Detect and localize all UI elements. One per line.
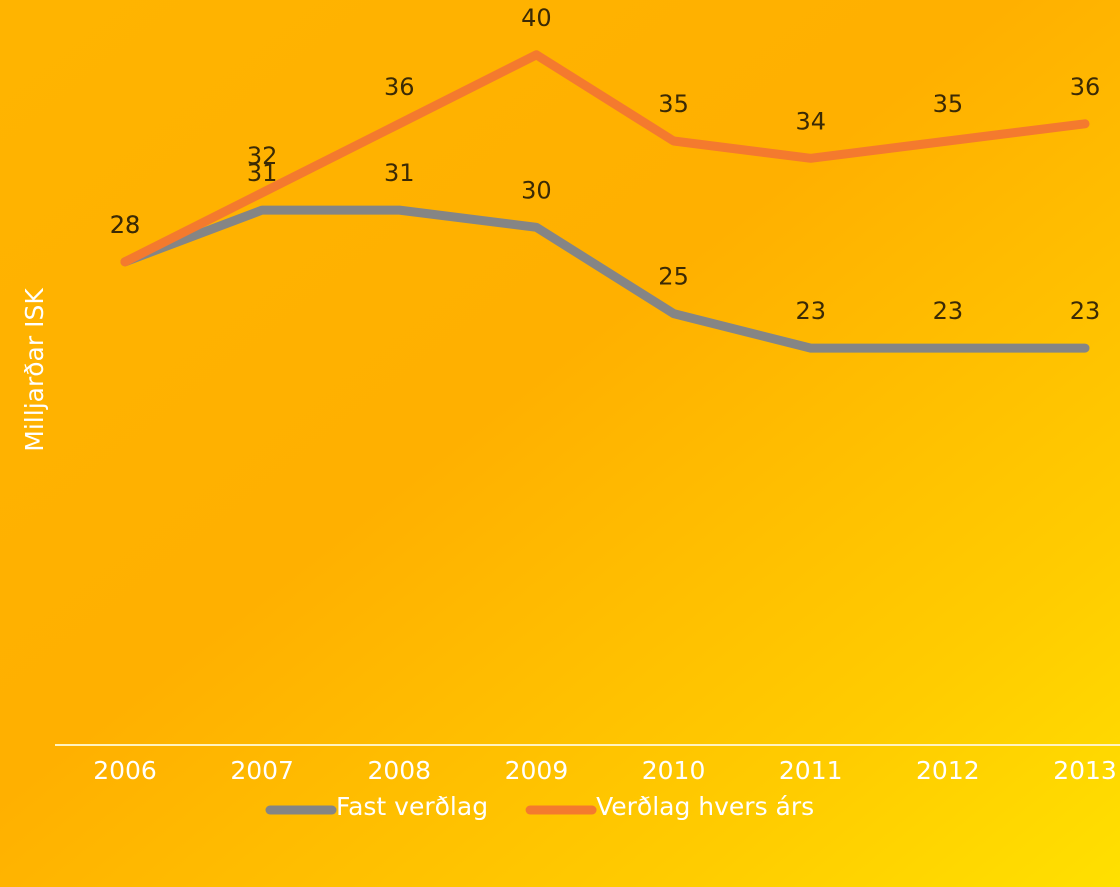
x-tick-label: 2010 bbox=[642, 756, 706, 785]
data-label: 23 bbox=[795, 297, 826, 325]
data-label: 32 bbox=[247, 142, 278, 170]
y-axis-label: Milljarðar ISK bbox=[20, 288, 49, 452]
data-label: 31 bbox=[247, 159, 278, 187]
x-tick-label: 2008 bbox=[367, 756, 431, 785]
legend-label: Fast verðlag bbox=[336, 792, 488, 821]
x-tick-label: 2009 bbox=[505, 756, 569, 785]
x-tick-label: 2006 bbox=[93, 756, 157, 785]
data-label: 36 bbox=[1070, 73, 1101, 101]
data-label: 28 bbox=[110, 211, 141, 239]
data-label: 35 bbox=[658, 90, 689, 118]
series-line bbox=[120, 50, 1090, 267]
x-tick-label: 2012 bbox=[916, 756, 980, 785]
data-label: 25 bbox=[658, 263, 689, 291]
data-label: 23 bbox=[1070, 297, 1101, 325]
data-label: 36 bbox=[384, 73, 415, 101]
data-label: 40 bbox=[521, 4, 552, 32]
x-tick-label: 2011 bbox=[779, 756, 843, 785]
series-line bbox=[120, 205, 1090, 353]
data-label: 30 bbox=[521, 176, 552, 204]
data-label: 23 bbox=[933, 297, 964, 325]
data-label: 31 bbox=[384, 159, 415, 187]
data-label: 35 bbox=[933, 90, 964, 118]
x-tick-label: 2007 bbox=[230, 756, 294, 785]
data-label: 34 bbox=[795, 107, 826, 135]
legend-label: Verðlag hvers árs bbox=[596, 792, 814, 821]
x-tick-label: 2013 bbox=[1053, 756, 1117, 785]
data-label: 28 bbox=[110, 211, 141, 239]
